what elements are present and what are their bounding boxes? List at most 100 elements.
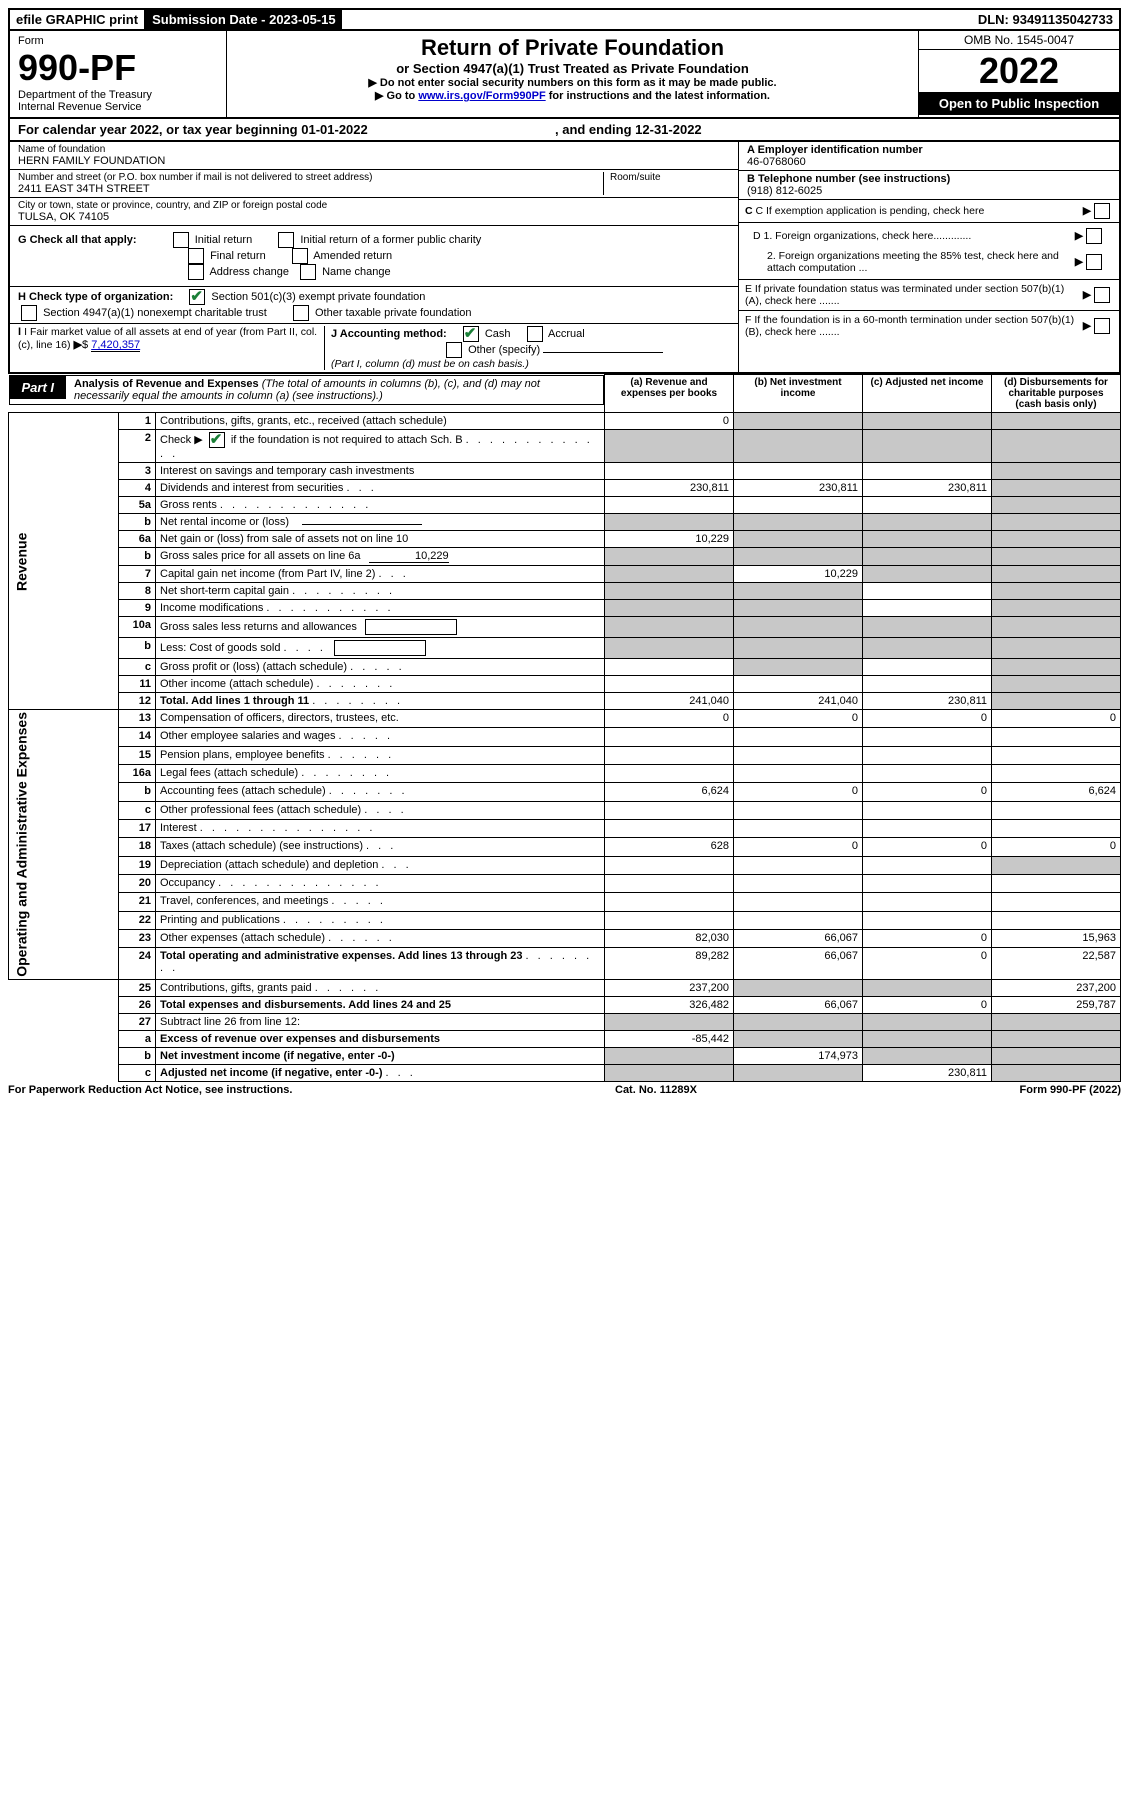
checkbox-other-method[interactable] [446,342,462,358]
lineno-15: 15 [119,746,156,764]
desc-20-text: Occupancy [160,877,215,889]
val-16cd [992,801,1121,819]
row-6a: 6aNet gain or (loss) from sale of assets… [9,531,1121,548]
desc-11-text: Other income (attach schedule) [160,678,313,690]
opt-501c3: Section 501(c)(3) exempt private foundat… [211,291,425,303]
shade-10cb [734,659,863,676]
val-20b [734,875,863,893]
desc-7-text: Capital gain net income (from Part IV, l… [160,568,375,580]
shade-27ab [734,1030,863,1047]
shade-7c [863,566,992,583]
checkbox-f[interactable] [1094,318,1110,334]
row-5a: 5aGross rents . . . . . . . . . . . . . [9,497,1121,514]
row-27b: bNet investment income (if negative, ent… [9,1047,1121,1064]
lineno-23: 23 [119,930,156,948]
desc-10a: Gross sales less returns and allowances [156,617,605,638]
checkbox-initial-former[interactable] [278,232,294,248]
checkbox-schB[interactable] [209,432,225,448]
side-revenue: Revenue [9,413,119,710]
calendar-year-row: For calendar year 2022, or tax year begi… [8,119,1121,142]
lineno-27c: c [119,1064,156,1081]
shade-27b [734,1013,863,1030]
val-21c [863,893,992,911]
checkbox-final-return[interactable] [188,248,204,264]
checkbox-d2[interactable] [1086,254,1102,270]
instructions-link[interactable]: www.irs.gov/Form990PF [418,90,545,102]
header-center: Return of Private Foundation or Section … [227,31,919,117]
shade-27ad [992,1030,1121,1047]
desc-10a-text: Gross sales less returns and allowances [160,621,357,633]
val-8c [863,583,992,600]
lineno-9: 9 [119,600,156,617]
desc-17: Interest . . . . . . . . . . . . . . . [156,820,605,838]
opt-4947a1: Section 4947(a)(1) nonexempt charitable … [43,307,267,319]
shade-10ba [605,638,734,659]
desc-23: Other expenses (attach schedule) . . . .… [156,930,605,948]
opt-cash: Cash [485,328,511,340]
city-value: TULSA, OK 74105 [18,211,730,223]
shade-5bd [992,514,1121,531]
val-20c [863,875,992,893]
checkbox-accrual[interactable] [527,326,543,342]
row-18: 18Taxes (attach schedule) (see instructi… [9,838,1121,856]
part1-header-row: Part I Analysis of Revenue and Expenses … [9,375,1121,413]
val-15d [992,746,1121,764]
dln-label: DLN: 93491135042733 [972,10,1119,29]
lineno-5b: b [119,514,156,531]
checkbox-amended-return[interactable] [292,248,308,264]
row-15: 15Pension plans, employee benefits . . .… [9,746,1121,764]
form-label: Form [18,35,218,47]
checkbox-501c3[interactable] [189,289,205,305]
ij-row: I I Fair market value of all assets at e… [10,324,738,372]
side-expenses: Operating and Administrative Expenses [9,710,119,980]
footer-mid: Cat. No. 11289X [615,1084,697,1096]
row-16a: 16aLegal fees (attach schedule) . . . . … [9,765,1121,783]
shade-5bc [863,514,992,531]
checkbox-4947a1[interactable] [21,305,37,321]
desc-1: Contributions, gifts, grants, etc., rece… [156,413,605,430]
phone-value: (918) 812-6025 [747,185,822,197]
desc-15-text: Pension plans, employee benefits [160,749,325,761]
checkbox-cash[interactable] [463,326,479,342]
desc-6a: Net gain or (loss) from sale of assets n… [156,531,605,548]
warn1: ▶ Do not enter social security numbers o… [235,76,910,89]
shade-4d [992,480,1121,497]
checkbox-d1[interactable] [1086,228,1102,244]
checkbox-e[interactable] [1094,287,1110,303]
checkbox-address-change[interactable] [188,264,204,280]
checkbox-initial-return[interactable] [173,232,189,248]
ein-row: A Employer identification number 46-0768… [739,142,1119,171]
val-16ab [734,765,863,783]
checkbox-other-taxable[interactable] [293,305,309,321]
warn2-prefix: ▶ Go to [375,90,418,102]
val-17b [734,820,863,838]
checkbox-c[interactable] [1094,203,1110,219]
row-22: 22Printing and publications . . . . . . … [9,911,1121,929]
desc-26: Total expenses and disbursements. Add li… [156,996,605,1013]
address-value: 2411 EAST 34TH STREET [18,183,603,195]
val-18a: 628 [605,838,734,856]
form-title: Return of Private Foundation [235,35,910,61]
desc-3: Interest on savings and temporary cash i… [156,463,605,480]
footer-right: Form 990-PF (2022) [1020,1084,1121,1096]
fmv-value-link[interactable]: 7,420,357 [91,339,140,352]
lineno-16c: c [119,801,156,819]
desc-5b-text: Net rental income or (loss) [160,516,289,528]
val-4b: 230,811 [734,480,863,497]
shade-6ac [863,531,992,548]
col-d-head: (d) Disbursements for charitable purpose… [992,375,1121,413]
val-5aa [605,497,734,514]
lineno-14: 14 [119,728,156,746]
desc-27b-text: Net investment income (if negative, ente… [160,1050,395,1062]
lineno-6b: b [119,548,156,566]
opt-amended-return: Amended return [313,250,392,262]
shade-27a [605,1013,734,1030]
b-label: B Telephone number (see instructions) [747,173,950,185]
c-label: C If exemption application is pending, c… [756,205,985,217]
val-24b: 66,067 [734,948,863,979]
val-22b [734,911,863,929]
shade-19d [992,856,1121,874]
checkbox-name-change[interactable] [300,264,316,280]
val-19c [863,856,992,874]
shade-6bb [734,548,863,566]
